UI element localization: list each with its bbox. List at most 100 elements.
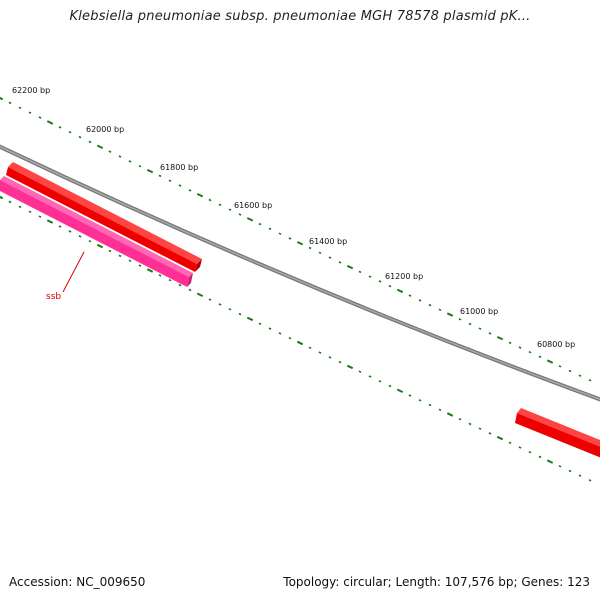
ruler-minor-tick — [368, 375, 372, 378]
ruler-minor-tick — [18, 106, 22, 110]
ruler-minor-tick — [518, 346, 522, 349]
ruler-minor-tick — [308, 346, 312, 350]
ruler-minor-tick — [388, 384, 392, 388]
ruler-major-tick — [46, 219, 54, 224]
ruler-minor-tick — [268, 327, 272, 330]
ruler-major-tick — [246, 316, 254, 322]
ruler-minor-tick — [458, 417, 462, 421]
ruler-minor-tick — [128, 259, 132, 263]
ruler-major-tick — [146, 268, 154, 273]
ruler-minor-tick — [488, 432, 492, 435]
ruler-major-tick — [0, 195, 4, 200]
ruler-label: 62200 bp — [12, 86, 50, 95]
ruler-minor-tick — [28, 111, 32, 114]
ruler-minor-tick — [568, 469, 572, 473]
ssb-leader-line — [62, 251, 85, 293]
ruler-minor-tick — [378, 379, 382, 383]
ruler-label: 62000 bp — [86, 125, 124, 134]
ruler-minor-tick — [278, 332, 282, 335]
ruler-minor-tick — [28, 210, 32, 214]
accession-text: Accession: NC_009650 — [9, 575, 146, 589]
ruler-minor-tick — [88, 239, 92, 243]
ruler-minor-tick — [388, 284, 392, 288]
ruler-label: 61400 bp — [309, 237, 347, 246]
ruler-minor-tick — [18, 205, 22, 209]
ruler-minor-tick — [218, 303, 222, 306]
ruler-minor-tick — [358, 270, 362, 274]
ruler-minor-tick — [218, 203, 222, 207]
ruler-major-tick — [346, 364, 354, 370]
ruler-major-tick — [296, 340, 304, 346]
ruler-major-tick — [346, 264, 354, 270]
ruler-minor-tick — [428, 403, 432, 407]
ruler-minor-tick — [208, 298, 212, 301]
ruler-minor-tick — [428, 303, 432, 307]
ruler-major-tick — [96, 144, 104, 150]
ruler-minor-tick — [268, 227, 272, 231]
outer-tick-ring — [0, 96, 592, 382]
plasmid-map-canvas[interactable]: ssb 62200 bp 62000 bp 61800 bp 61600 bp … — [0, 0, 600, 560]
ruler-minor-tick — [458, 318, 462, 321]
ruler-minor-tick — [468, 422, 472, 426]
ruler-minor-tick — [338, 360, 342, 364]
ruler-major-tick — [446, 412, 454, 417]
ruler-minor-tick — [68, 130, 72, 134]
plasmid-backbone-highlight — [0, 145, 600, 401]
ruler-minor-tick — [528, 450, 532, 454]
ruler-minor-tick — [578, 374, 582, 377]
ruler-minor-tick — [178, 283, 182, 287]
gene-feature-forward-2[interactable] — [515, 408, 600, 459]
ruler-minor-tick — [208, 198, 212, 202]
ruler-minor-tick — [328, 256, 332, 259]
ruler-minor-tick — [468, 322, 472, 326]
ruler-minor-tick — [188, 189, 192, 192]
ruler-minor-tick — [368, 275, 372, 278]
ruler-minor-tick — [408, 394, 412, 397]
ruler-minor-tick — [118, 254, 122, 258]
ruler-major-tick — [396, 388, 404, 394]
ruler-minor-tick — [558, 365, 562, 368]
ruler-minor-tick — [168, 278, 172, 282]
ruler-minor-tick — [68, 230, 72, 233]
ruler-label: 61800 bp — [160, 163, 198, 172]
ruler-minor-tick — [528, 350, 532, 354]
ruler-minor-tick — [358, 370, 362, 373]
ruler-minor-tick — [588, 479, 592, 482]
ruler-minor-tick — [138, 164, 142, 168]
plasmid-backbone — [0, 144, 600, 402]
ruler-label: 61000 bp — [460, 307, 498, 316]
ruler-minor-tick — [288, 237, 292, 240]
topology-summary: Topology: circular; Length: 107,576 bp; … — [283, 575, 590, 589]
ruler-minor-tick — [108, 249, 112, 253]
ruler-minor-tick — [418, 399, 422, 402]
ruler-minor-tick — [408, 294, 412, 297]
ruler-minor-tick — [38, 116, 42, 119]
ruler-minor-tick — [178, 184, 182, 187]
ruler-minor-tick — [238, 312, 242, 316]
ruler-major-tick — [546, 359, 554, 364]
ruler-minor-tick — [88, 140, 92, 144]
ruler-minor-tick — [318, 351, 322, 354]
ruler-minor-tick — [308, 246, 312, 250]
ruler-label: 61200 bp — [385, 272, 423, 281]
ruler-minor-tick — [508, 341, 512, 345]
ruler-minor-tick — [328, 356, 332, 359]
ruler-minor-tick — [108, 150, 112, 153]
ruler-minor-tick — [318, 251, 322, 255]
ruler-major-tick — [496, 435, 504, 441]
ruler-minor-tick — [118, 155, 122, 158]
ruler-minor-tick — [508, 441, 512, 445]
ruler-minor-tick — [138, 264, 142, 267]
ruler-minor-tick — [338, 261, 342, 264]
inner-tick-ring — [0, 195, 592, 482]
ruler-minor-tick — [158, 174, 162, 178]
ruler-major-tick — [496, 335, 504, 341]
gene-feature-ssb[interactable] — [0, 176, 193, 287]
ruler-major-tick — [96, 243, 104, 249]
ruler-minor-tick — [228, 308, 232, 311]
ruler-minor-tick — [478, 327, 482, 330]
ruler-minor-tick — [278, 232, 282, 235]
ruler-minor-tick — [518, 446, 522, 449]
ruler-label: 61600 bp — [234, 201, 272, 210]
gene-feature-forward-1[interactable] — [6, 162, 202, 272]
